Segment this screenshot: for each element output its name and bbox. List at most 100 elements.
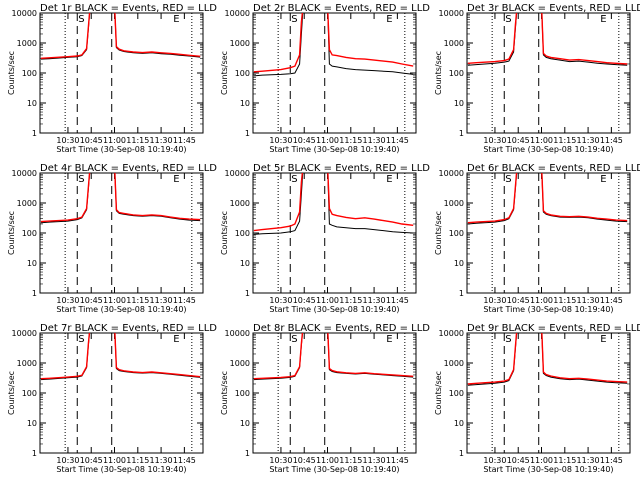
x-tick-label: 11:45 xyxy=(386,136,409,145)
x-axis-label: Start Time (30-Sep-08 10:19:40) xyxy=(483,465,613,474)
x-tick-label: 10:45 xyxy=(293,456,316,465)
x-tick-label: 11:15 xyxy=(339,456,362,465)
y-tick-label: 10 xyxy=(454,419,464,428)
x-tick-label: 10:45 xyxy=(80,136,103,145)
x-tick-label: 11:15 xyxy=(339,296,362,305)
series-line xyxy=(467,13,628,65)
y-tick-label: 1 xyxy=(459,449,464,458)
annotation-marker: S xyxy=(505,174,511,185)
series-line xyxy=(253,13,414,73)
x-tick-label: 10:45 xyxy=(507,296,530,305)
annotation-marker: S xyxy=(505,14,511,25)
x-tick-label: 11:15 xyxy=(553,456,576,465)
chart-title: Det 9r BLACK = Events, RED = LLD xyxy=(467,323,640,334)
y-tick-label: 100 xyxy=(235,229,250,238)
x-axis-label: Start Time (30-Sep-08 10:19:40) xyxy=(269,465,399,474)
x-tick-label: 10:30 xyxy=(269,136,292,145)
y-tick-label: 10000 xyxy=(225,329,250,338)
x-tick-label: 11:30 xyxy=(150,296,173,305)
annotation-marker: S xyxy=(78,174,84,185)
y-tick-label: 1000 xyxy=(230,199,250,208)
y-tick-label: 10000 xyxy=(225,169,250,178)
y-axis-label: Counts/sec xyxy=(220,371,229,415)
y-tick-label: 1 xyxy=(245,449,250,458)
annotation-marker: E xyxy=(386,14,392,25)
y-tick-label: 1000 xyxy=(17,199,37,208)
y-tick-label: 10000 xyxy=(12,169,37,178)
annotation-marker: E xyxy=(600,334,606,345)
chart-title: Det 4r BLACK = Events, RED = LLD xyxy=(40,163,217,174)
x-tick-label: 11:00 xyxy=(530,296,553,305)
y-tick-label: 100 xyxy=(235,69,250,78)
chart-panel: Det 6r BLACK = Events, RED = LLD 1 10 100 10… xyxy=(434,163,640,314)
x-tick-label: 11:30 xyxy=(577,136,600,145)
y-axis-label: Counts/sec xyxy=(7,211,16,255)
chart-panel: Det 1r BLACK = Events, RED = LLD 1 10 100 10… xyxy=(7,3,217,154)
chart-panel: Det 9r BLACK = Events, RED = LLD 1 10 100 10… xyxy=(434,323,640,474)
x-tick-label: 11:45 xyxy=(386,296,409,305)
annotation-marker: E xyxy=(173,334,179,345)
x-tick-label: 10:45 xyxy=(80,296,103,305)
series-line xyxy=(40,333,201,380)
annotation-marker: S xyxy=(78,334,84,345)
x-tick-label: 10:45 xyxy=(507,136,530,145)
y-tick-label: 1000 xyxy=(444,359,464,368)
chart-panel: Det 7r BLACK = Events, RED = LLD 1 10 100 10… xyxy=(7,323,217,474)
x-tick-label: 10:30 xyxy=(483,456,506,465)
y-axis-label: Counts/sec xyxy=(434,371,443,415)
x-tick-label: 10:30 xyxy=(56,296,79,305)
y-tick-label: 1 xyxy=(459,129,464,138)
plot-frame xyxy=(466,12,631,134)
chart-panel: Det 4r BLACK = Events, RED = LLD 1 10 100 10… xyxy=(7,163,217,314)
y-tick-label: 1000 xyxy=(17,359,37,368)
x-tick-label: 11:30 xyxy=(363,136,386,145)
y-tick-label: 10 xyxy=(27,99,37,108)
y-tick-label: 1000 xyxy=(444,199,464,208)
y-tick-label: 10 xyxy=(27,419,37,428)
annotation-marker: E xyxy=(173,174,179,185)
y-tick-label: 10000 xyxy=(439,9,464,18)
x-axis-label: Start Time (30-Sep-08 10:19:40) xyxy=(483,305,613,314)
chart-title: Det 8r BLACK = Events, RED = LLD xyxy=(253,323,430,334)
annotation-marker: S xyxy=(291,334,297,345)
annotation-marker: S xyxy=(291,174,297,185)
plot-frame xyxy=(466,172,631,294)
x-axis-label: Start Time (30-Sep-08 10:19:40) xyxy=(269,305,399,314)
x-axis-label: Start Time (30-Sep-08 10:19:40) xyxy=(56,305,186,314)
x-tick-label: 11:15 xyxy=(126,296,149,305)
y-axis-label: Counts/sec xyxy=(434,211,443,255)
y-tick-label: 1000 xyxy=(230,359,250,368)
x-tick-label: 11:45 xyxy=(173,456,196,465)
x-tick-label: 11:45 xyxy=(600,456,623,465)
chart-title: Det 5r BLACK = Events, RED = LLD xyxy=(253,163,430,174)
y-tick-label: 10 xyxy=(240,259,250,268)
x-tick-label: 11:15 xyxy=(339,136,362,145)
annotation-marker: E xyxy=(173,14,179,25)
y-axis-label: Counts/sec xyxy=(7,371,16,415)
x-tick-label: 10:45 xyxy=(293,296,316,305)
y-axis-label: Counts/sec xyxy=(434,51,443,95)
x-tick-label: 11:00 xyxy=(103,136,126,145)
chart-panel: Det 8r BLACK = Events, RED = LLD 1 10 100 10… xyxy=(220,323,430,474)
chart-title: Det 2r BLACK = Events, RED = LLD xyxy=(253,3,430,14)
y-tick-label: 10 xyxy=(240,419,250,428)
x-tick-label: 10:30 xyxy=(56,136,79,145)
x-tick-label: 11:45 xyxy=(173,296,196,305)
y-tick-label: 10 xyxy=(454,259,464,268)
x-axis-label: Start Time (30-Sep-08 10:19:40) xyxy=(483,145,613,154)
chart-panel: Det 3r BLACK = Events, RED = LLD 1 10 100 10… xyxy=(434,3,640,154)
y-tick-label: 100 xyxy=(22,389,37,398)
y-tick-label: 10000 xyxy=(12,9,37,18)
chart-title: Det 7r BLACK = Events, RED = LLD xyxy=(40,323,217,334)
x-tick-label: 11:00 xyxy=(103,456,126,465)
y-tick-label: 1 xyxy=(245,129,250,138)
y-tick-label: 1 xyxy=(32,129,37,138)
y-tick-label: 10000 xyxy=(12,329,37,338)
annotation-marker: E xyxy=(386,334,392,345)
y-tick-label: 100 xyxy=(22,69,37,78)
x-tick-label: 11:30 xyxy=(363,456,386,465)
annotation-marker: S xyxy=(291,14,297,25)
x-tick-label: 11:00 xyxy=(530,456,553,465)
y-tick-label: 10 xyxy=(27,259,37,268)
x-tick-label: 10:30 xyxy=(269,296,292,305)
